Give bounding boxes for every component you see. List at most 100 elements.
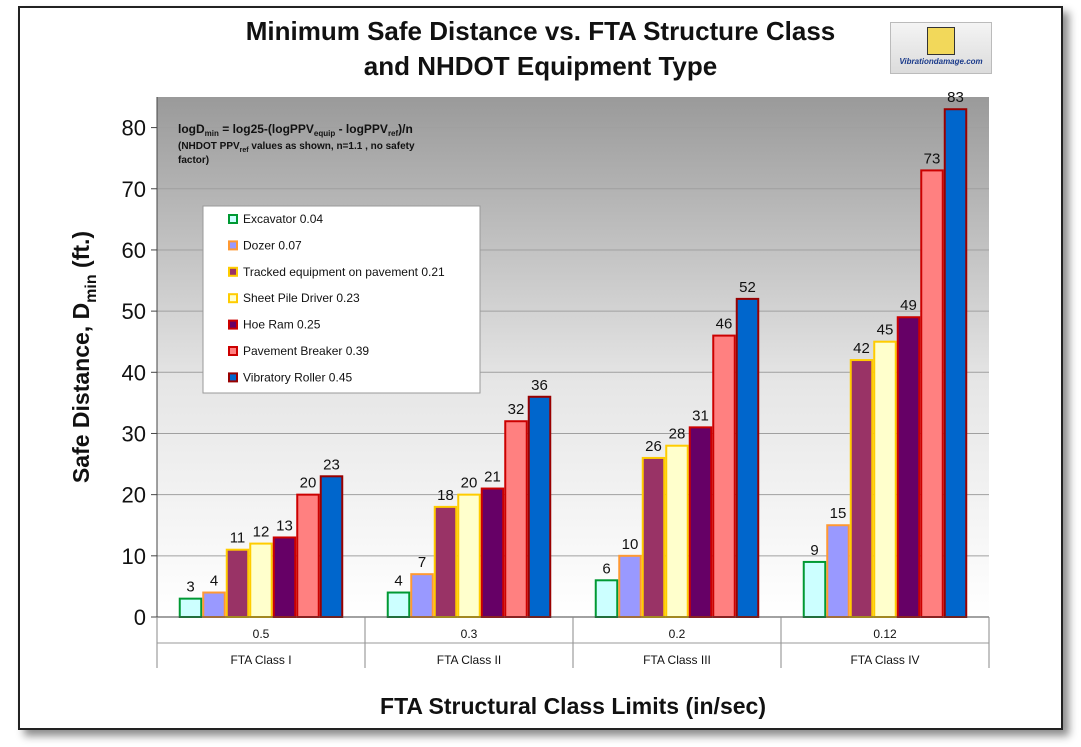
legend-swatch <box>228 240 238 251</box>
note-text-line-2: factor) <box>178 155 209 166</box>
bar <box>641 456 666 618</box>
x-tick-label: 0.12 <box>873 627 897 641</box>
bar-value-label: 9 <box>810 542 818 559</box>
bar <box>386 591 411 619</box>
bar <box>594 579 619 619</box>
legend: Excavator 0.04 Dozer 0.07 Tracked equipmen… <box>202 205 481 394</box>
legend-swatch <box>228 266 238 277</box>
bar-value-label: 13 <box>276 517 293 534</box>
bar-value-label: 46 <box>716 316 733 333</box>
bar-value-label: 32 <box>508 401 525 418</box>
bar-value-label: 6 <box>602 560 610 577</box>
bar <box>826 524 850 618</box>
bar <box>665 444 689 618</box>
x-tick-label: 0.2 <box>669 627 686 641</box>
bar-value-label: 11 <box>230 530 246 547</box>
bar-value-label: 45 <box>877 322 894 339</box>
bar-value-label: 15 <box>830 505 847 522</box>
bar-value-label: 83 <box>947 89 964 106</box>
bar <box>202 591 226 619</box>
bar <box>688 426 713 618</box>
legend-label: Tracked equipment on pavement 0.21 <box>243 265 445 279</box>
bar-value-label: 52 <box>739 279 756 296</box>
formula-annotation: logDmin = log25-(logPPVequip - logPPVref… <box>178 122 415 166</box>
y-tick-label: 40 <box>122 360 146 385</box>
y-axis-title: Safe Distance, Dmin (ft.) <box>68 231 100 483</box>
y-tick-label: 0 <box>134 605 146 630</box>
legend-box <box>202 205 481 394</box>
bar-value-label: 36 <box>531 377 548 394</box>
legend-label: Dozer 0.07 <box>243 238 302 252</box>
bar-value-label: 49 <box>900 297 917 314</box>
legend-swatch <box>228 214 238 224</box>
y-tick-label: 60 <box>122 238 146 263</box>
formula-text: logDmin = log25-(logPPVequip - logPPVref… <box>178 122 413 138</box>
legend-label: Pavement Breaker 0.39 <box>243 344 369 358</box>
bar <box>504 420 528 618</box>
y-tick-label: 50 <box>122 299 146 324</box>
x-tick-label: 0.5 <box>253 627 270 641</box>
bar-value-label: 7 <box>418 554 426 571</box>
bar-value-label: 20 <box>461 475 478 492</box>
bar <box>433 505 458 618</box>
y-tick-label: 80 <box>122 116 146 141</box>
bar <box>802 560 827 618</box>
x-tick-label: 0.3 <box>461 627 478 641</box>
bar-value-label: 18 <box>437 487 454 504</box>
bar-value-label: 42 <box>853 340 870 357</box>
note-text-line-1: (NHDOT PPVref values as shown, n=1.1 , n… <box>178 141 415 154</box>
bar-value-label: 20 <box>300 475 317 492</box>
x-class-label: FTA Class III <box>643 653 711 667</box>
bar-value-label: 28 <box>669 426 686 443</box>
legend-swatch <box>228 372 238 383</box>
logo-icon <box>927 27 955 55</box>
bar <box>873 340 897 618</box>
logo: Vibrationdamage.com <box>890 22 992 74</box>
bar-value-label: 12 <box>253 524 270 541</box>
y-tick-label: 20 <box>122 483 146 508</box>
bar-value-label: 26 <box>645 438 662 455</box>
x-class-label: FTA Class IV <box>850 653 919 667</box>
legend-label: Hoe Ram 0.25 <box>243 318 321 332</box>
bar-value-label: 73 <box>924 150 941 167</box>
bar-value-label: 3 <box>186 579 194 596</box>
bar <box>920 169 944 618</box>
bar <box>943 108 968 618</box>
bar <box>272 536 297 618</box>
chart-title-line-2: and NHDOT Equipment Type <box>363 51 718 81</box>
bar <box>849 359 874 618</box>
bar <box>896 316 921 618</box>
y-tick-label: 70 <box>122 177 146 202</box>
legend-label: Sheet Pile Driver 0.23 <box>243 291 360 305</box>
bar <box>296 493 320 619</box>
legend-swatch <box>228 346 238 356</box>
bar-value-label: 31 <box>692 407 709 424</box>
chart-title-line-1: Minimum Safe Distance vs. FTA Structure … <box>245 16 836 46</box>
legend-label: Vibratory Roller 0.45 <box>243 370 352 384</box>
bar <box>618 554 642 619</box>
y-tick-label: 30 <box>122 421 146 446</box>
bar <box>457 493 481 619</box>
bar-value-label: 21 <box>484 469 501 486</box>
bar-value-label: 10 <box>622 536 639 553</box>
bar <box>527 395 552 618</box>
bar <box>319 475 344 619</box>
logo-text: Vibrationdamage.com <box>899 57 983 66</box>
x-class-label: FTA Class I <box>230 653 291 667</box>
bar <box>225 548 250 618</box>
bar <box>249 542 273 619</box>
legend-swatch <box>228 319 238 330</box>
bar <box>480 487 505 618</box>
x-class-label: FTA Class II <box>437 653 501 667</box>
x-axis-title: FTA Structural Class Limits (in/sec) <box>380 693 766 719</box>
bar <box>410 573 434 618</box>
bar <box>178 597 203 618</box>
y-tick-label: 10 <box>122 544 146 569</box>
bar <box>735 297 760 618</box>
bar <box>712 334 736 618</box>
bar-value-label: 4 <box>394 573 402 590</box>
legend-swatch <box>228 293 238 304</box>
bar-value-label: 23 <box>323 456 340 473</box>
bar-value-label: 4 <box>210 573 218 590</box>
